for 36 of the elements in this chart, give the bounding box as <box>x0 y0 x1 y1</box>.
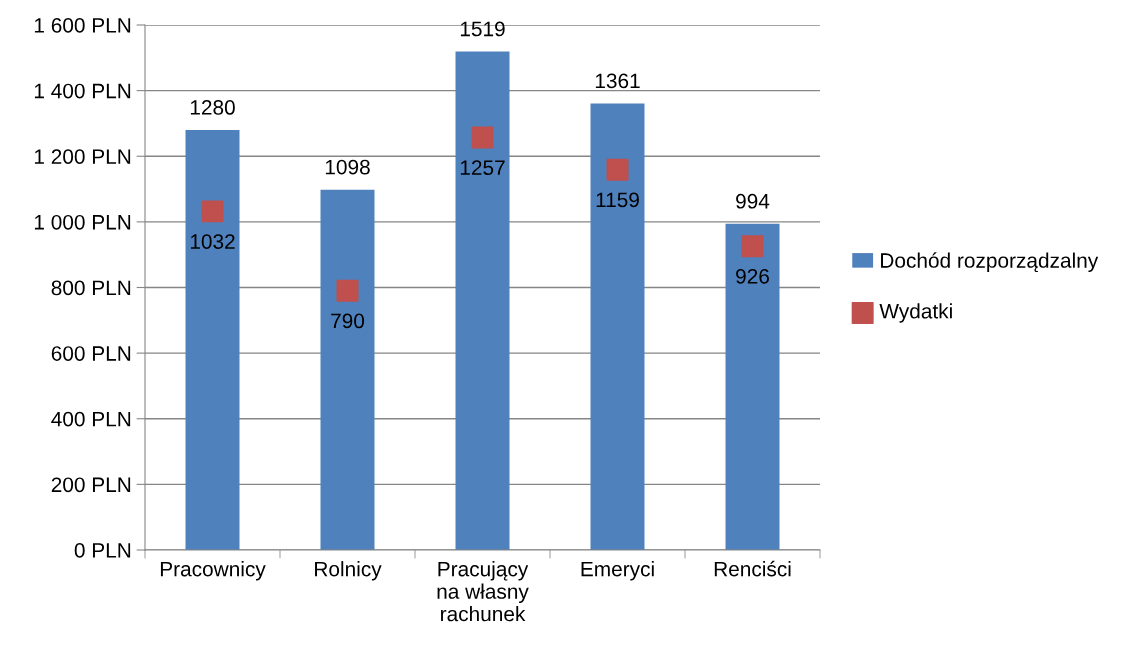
point <box>606 158 629 181</box>
y-tick-label: 1 400 PLN <box>34 83 131 99</box>
x-tick-label: Pracujący na własny rachunek <box>437 561 529 622</box>
data-label: 926 <box>736 268 769 284</box>
data-label: 1361 <box>595 73 640 89</box>
y-tick-label: 0 PLN <box>74 543 131 558</box>
point <box>471 126 494 149</box>
data-label: 1280 <box>190 100 235 115</box>
data-label: 1098 <box>325 159 370 175</box>
data-label: 1519 <box>460 21 505 37</box>
point <box>741 235 764 258</box>
data-label: 1159 <box>596 192 639 208</box>
point <box>336 279 359 302</box>
data-label: 1257 <box>460 160 505 176</box>
legend-label: Wydatki <box>879 303 952 323</box>
data-label: 1032 <box>190 234 235 249</box>
x-tick-label: Renciści <box>714 560 791 577</box>
data-label: 790 <box>331 313 365 329</box>
bar <box>185 130 240 550</box>
y-tick-label: 600 PLN <box>51 346 131 361</box>
bar <box>455 51 510 550</box>
y-tick-label: 1 200 PLN <box>34 149 131 164</box>
y-tick-label: 200 PLN <box>51 477 131 493</box>
x-tick-label: Pracownicy <box>160 561 266 581</box>
y-tick-label: 800 PLN <box>51 280 131 296</box>
data-label: 994 <box>736 193 770 209</box>
y-tick-label: 1 600 PLN <box>34 18 131 33</box>
y-tick-label: 400 PLN <box>51 411 131 427</box>
x-tick-label: Rolnicy <box>315 561 382 581</box>
x-tick-label: Emeryci <box>581 561 654 581</box>
y-tick-label: 1 000 PLN <box>34 214 131 230</box>
bar <box>320 189 375 550</box>
bar <box>590 103 645 550</box>
bar <box>725 223 780 550</box>
legend-label: Dochód rozporządzalny <box>881 252 1099 273</box>
point <box>201 200 224 223</box>
